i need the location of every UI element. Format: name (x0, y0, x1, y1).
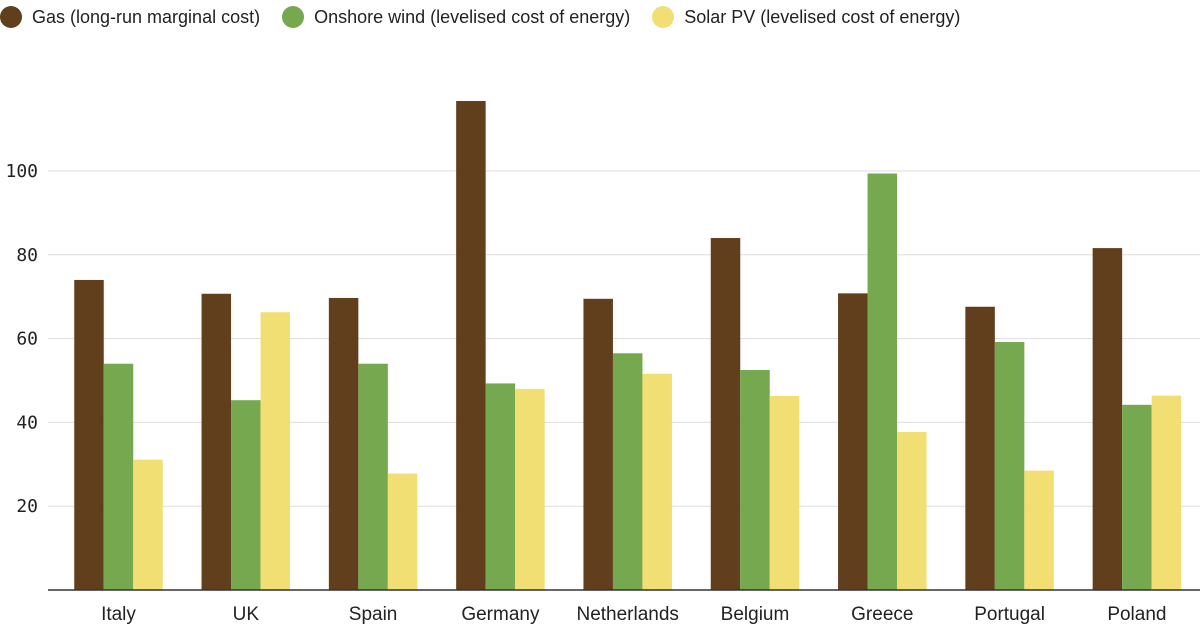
legend-item-onshore-wind: Onshore wind (levelised cost of energy) (282, 6, 630, 28)
bar-solar-pv-greece (897, 432, 927, 590)
chart-legend: Gas (long-run marginal cost) Onshore win… (0, 0, 982, 34)
bar-solar-pv-spain (387, 473, 418, 590)
bar-gas-greece (838, 293, 868, 590)
bar-onshore-wind-italy (103, 363, 134, 590)
bar-onshore-wind-germany (485, 383, 516, 590)
legend-swatch-solar-pv (652, 6, 675, 28)
legend-swatch-onshore-wind (282, 6, 305, 28)
y-tick-label: 40 (16, 412, 38, 433)
bar-gas-portugal (965, 306, 995, 590)
bar-onshore-wind-spain (358, 363, 388, 590)
y-tick-label: 80 (16, 245, 38, 266)
x-category-label: Spain (349, 604, 398, 625)
bar-onshore-wind-netherlands (612, 353, 643, 590)
bar-gas-netherlands (583, 298, 613, 590)
x-category-label: Belgium (721, 604, 790, 625)
legend-item-gas: Gas (long-run marginal cost) (0, 6, 260, 28)
bar-solar-pv-poland (1151, 395, 1182, 590)
y-tick-label: 100 (5, 161, 38, 182)
y-axis-ticks: 20 40 60 80 100 (5, 161, 38, 517)
legend-label-solar-pv: Solar PV (levelised cost of energy) (684, 6, 961, 27)
bar-solar-pv-portugal (1024, 470, 1054, 590)
bar-solar-pv-uk (260, 312, 291, 590)
legend-label-gas: Gas (long-run marginal cost) (32, 6, 261, 27)
legend-swatch-gas (0, 6, 22, 28)
bar-onshore-wind-poland (1122, 404, 1152, 590)
y-tick-label: 60 (16, 329, 38, 350)
x-category-label: Greece (851, 604, 913, 625)
x-category-label: Portugal (974, 604, 1045, 625)
x-category-label: UK (233, 604, 260, 625)
bar-gas-belgium (710, 238, 741, 591)
bar-gas-poland (1092, 248, 1123, 590)
bar-gas-spain (328, 297, 359, 590)
bar-solar-pv-germany (515, 388, 545, 590)
bar-gas-italy (74, 279, 104, 590)
x-category-label: Netherlands (576, 604, 678, 625)
x-category-label: Germany (461, 604, 540, 625)
x-axis-labels: Italy UK Spain Germany Netherlands Belgium Gre… (101, 604, 1166, 625)
bar-onshore-wind-uk (231, 400, 261, 590)
bar-onshore-wind-belgium (740, 370, 770, 590)
bar-solar-pv-belgium (769, 396, 800, 590)
x-category-label: Italy (101, 604, 136, 625)
legend-item-solar-pv: Solar PV (levelised cost of energy) (652, 6, 960, 28)
bar-onshore-wind-portugal (994, 341, 1025, 590)
bar-solar-pv-italy (133, 459, 163, 590)
bars (74, 101, 1182, 591)
bar-onshore-wind-greece (867, 173, 898, 591)
bar-gas-uk (201, 293, 232, 590)
x-category-label: Poland (1107, 604, 1166, 625)
legend-label-onshore-wind: Onshore wind (levelised cost of energy) (314, 6, 631, 27)
y-tick-label: 20 (16, 496, 38, 517)
bar-solar-pv-netherlands (642, 373, 672, 590)
bar-gas-germany (456, 101, 486, 590)
